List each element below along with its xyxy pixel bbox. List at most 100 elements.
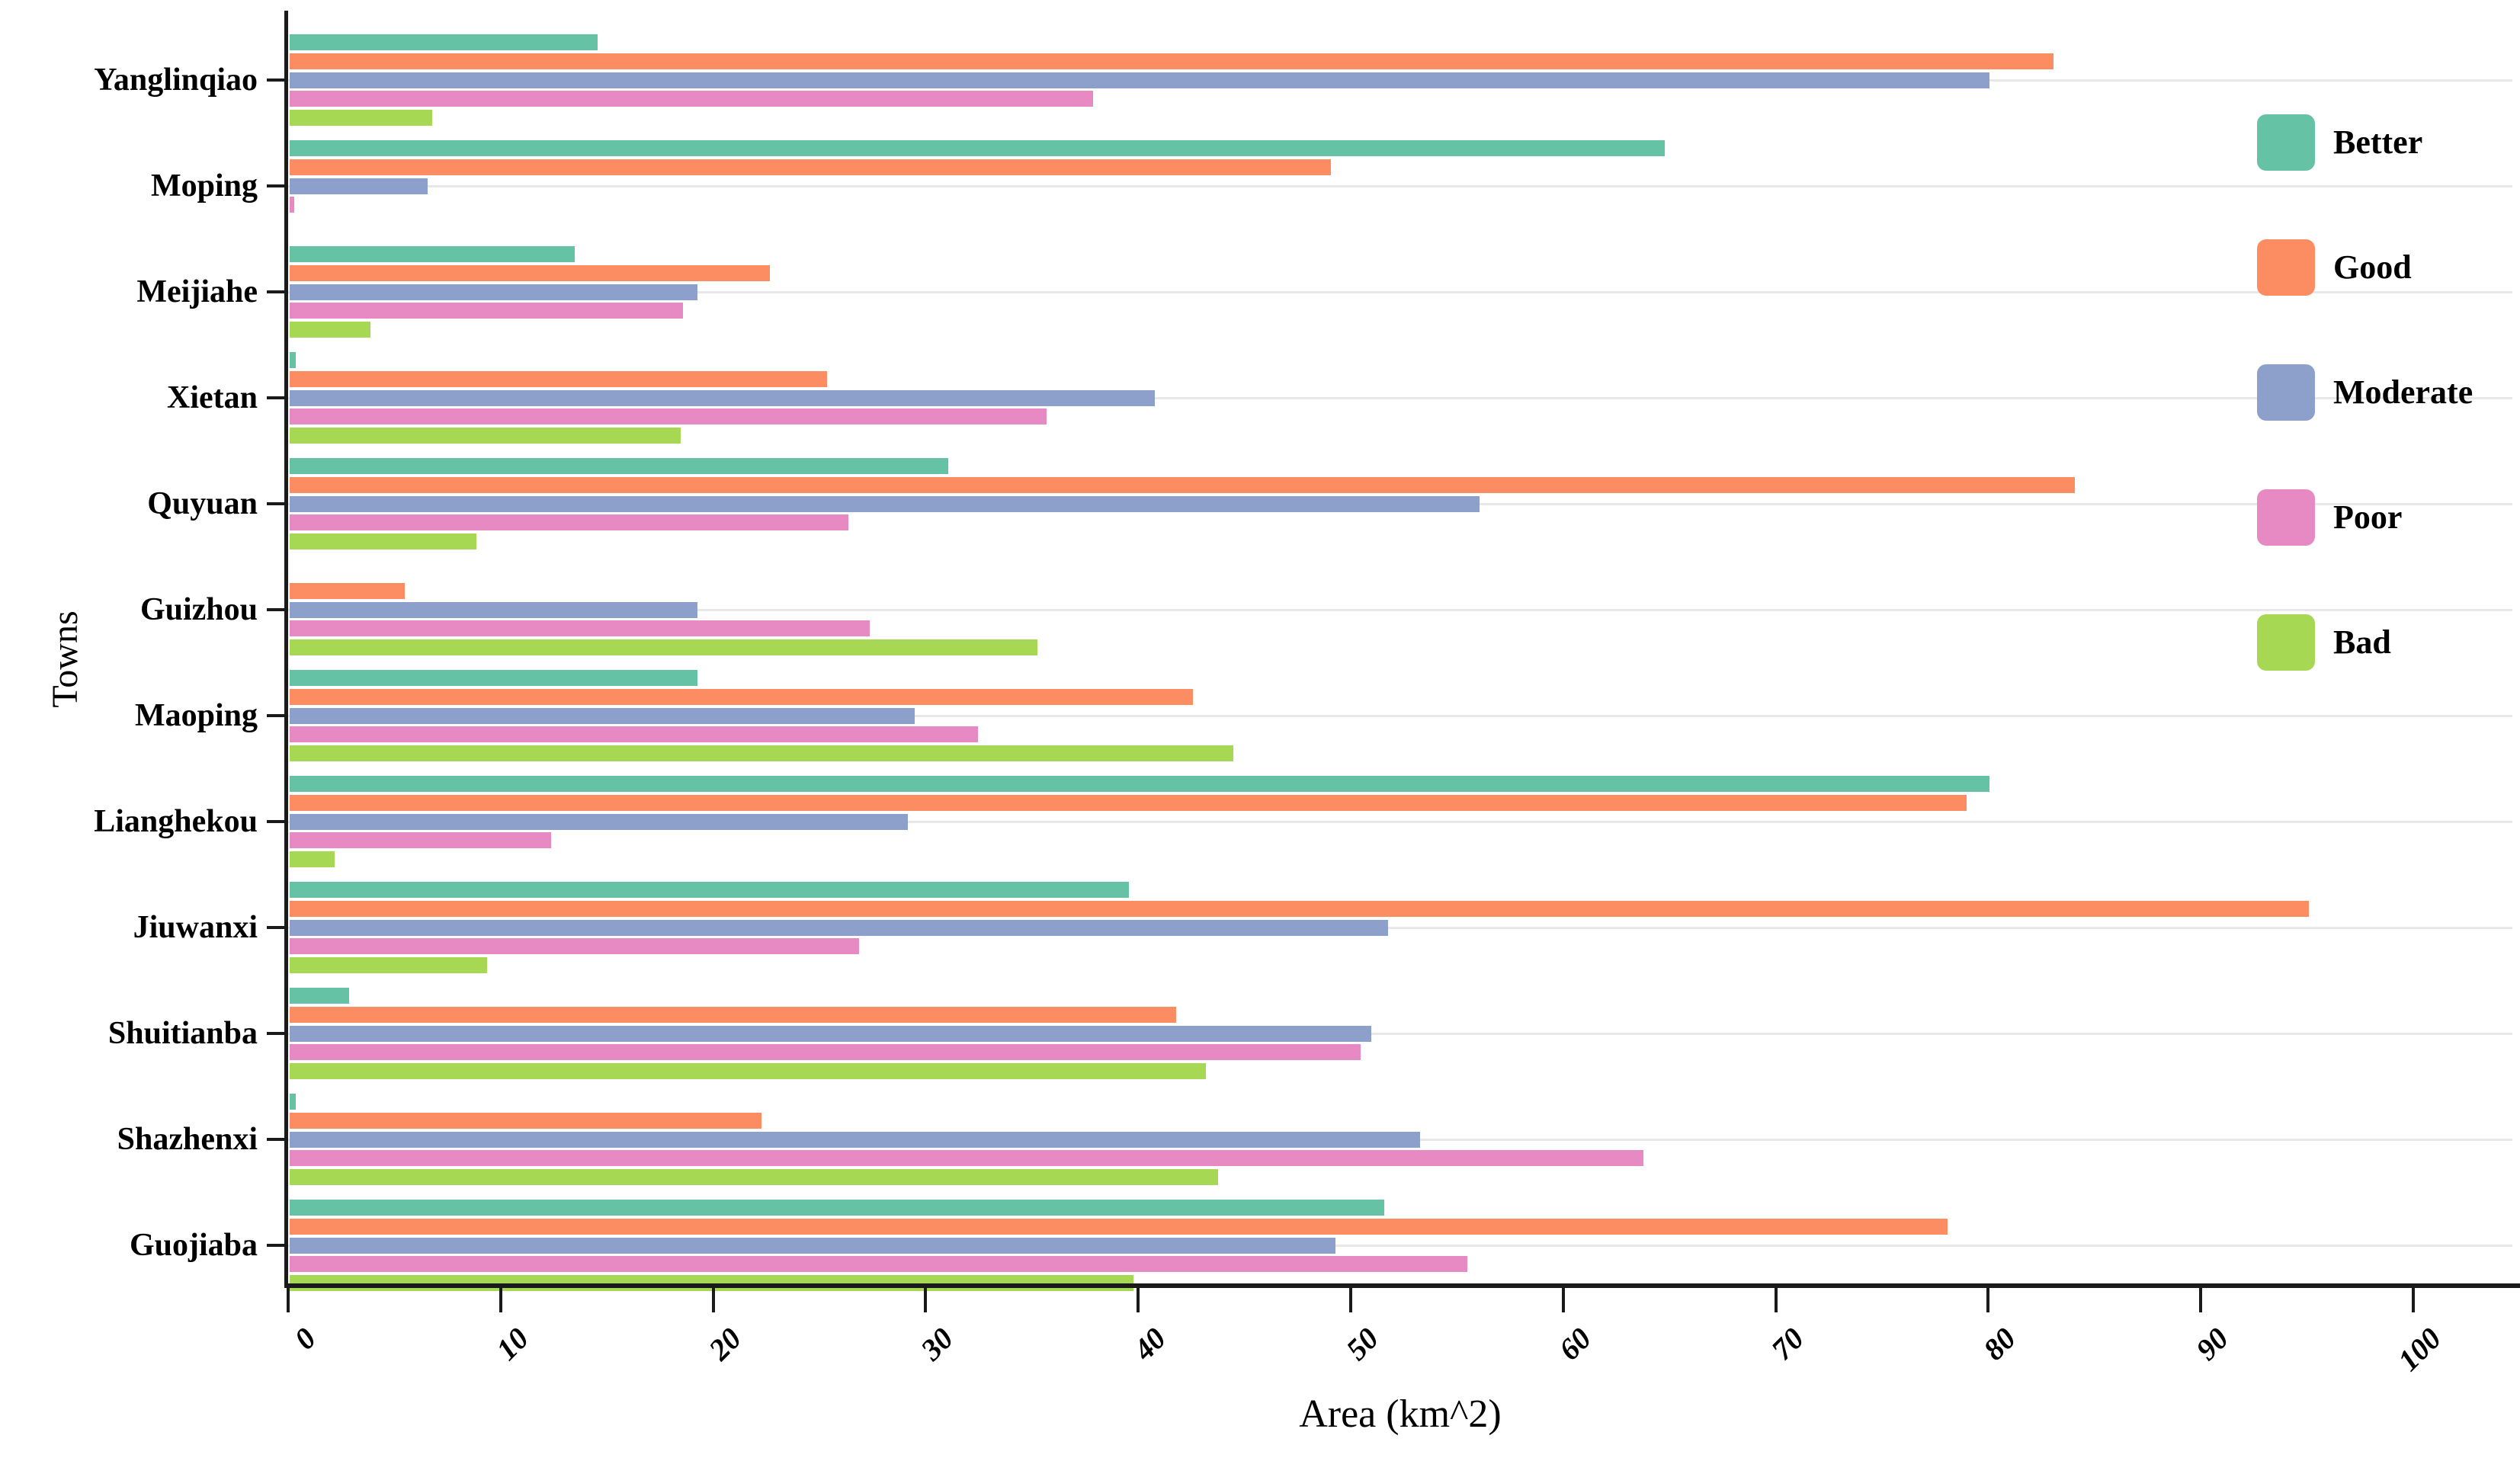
x-tick (499, 1288, 502, 1312)
x-tick (711, 1288, 715, 1312)
y-tick-label-lianghekou: Lianghekou (94, 804, 258, 839)
y-tick (267, 78, 288, 82)
gridline-moping (288, 185, 2512, 187)
y-tick (267, 926, 288, 929)
y-tick-label-guizhou: Guizhou (139, 592, 258, 627)
bar-jiuwanxi-moderate (290, 919, 1389, 936)
bar-quyuan-better (290, 458, 949, 475)
x-tick (1349, 1288, 1352, 1312)
bar-shazhenxi-better (290, 1094, 297, 1110)
y-tick (267, 396, 288, 399)
x-tick (2412, 1288, 2415, 1312)
gridline-shuitianba (288, 1033, 2512, 1035)
bar-quyuan-poor (290, 514, 849, 531)
bar-moping-moderate (290, 178, 428, 194)
bar-jiuwanxi-better (290, 882, 1130, 899)
bar-yanglinqiao-better (290, 34, 598, 51)
x-tick-label: 20 (701, 1321, 748, 1367)
bar-guojiaba-poor (290, 1256, 1467, 1273)
legend-swatch-bad (2257, 614, 2315, 671)
bar-meijiahe-moderate (290, 284, 698, 300)
bar-meijiahe-bad (290, 321, 370, 338)
bar-yanglinqiao-moderate (290, 72, 1990, 88)
x-tick (287, 1288, 290, 1312)
x-axis-spine (284, 1283, 2520, 1288)
y-tick-label-yanglinqiao: Yanglinqiao (94, 62, 258, 98)
x-tick (924, 1288, 928, 1312)
bar-yanglinqiao-good (290, 53, 2054, 69)
legend-swatch-better (2257, 114, 2315, 171)
y-tick-label-quyuan: Quyuan (147, 486, 258, 521)
bar-meijiahe-better (290, 246, 575, 263)
bar-quyuan-bad (290, 533, 477, 549)
y-tick (267, 1138, 288, 1141)
legend-label-poor: Poor (2333, 498, 2403, 536)
x-tick (1986, 1288, 1990, 1312)
gridline-jiuwanxi (288, 927, 2512, 929)
legend-swatch-poor (2257, 489, 2315, 546)
x-tick (1561, 1288, 1565, 1312)
x-tick-label: 100 (2390, 1321, 2448, 1378)
y-tick-label-xietan: Xietan (167, 380, 258, 415)
gridline-lianghekou (288, 821, 2512, 823)
y-tick (267, 184, 288, 187)
bar-quyuan-moderate (290, 495, 1480, 512)
bar-shuitianba-better (290, 988, 350, 1004)
x-tick-label: 0 (287, 1321, 323, 1357)
y-tick (267, 820, 288, 823)
gridline-meijiahe (288, 291, 2512, 293)
bar-xietan-bad (290, 427, 681, 444)
legend-label-better: Better (2333, 123, 2423, 161)
bar-shazhenxi-good (290, 1112, 761, 1129)
x-tick-label: 80 (1977, 1321, 2023, 1367)
x-tick-label: 30 (914, 1321, 960, 1367)
bar-shazhenxi-bad (290, 1168, 1219, 1185)
legend-label-bad: Bad (2333, 623, 2391, 661)
bar-guizhou-moderate (290, 601, 698, 618)
bar-shuitianba-good (290, 1006, 1176, 1023)
bar-lianghekou-bad (290, 851, 335, 867)
gridline-guizhou (288, 609, 2512, 611)
bar-lianghekou-good (290, 794, 1967, 811)
bar-moping-better (290, 140, 1665, 157)
bar-moping-good (290, 159, 1332, 175)
y-tick-label-moping: Moping (150, 168, 258, 203)
x-tick (1774, 1288, 1778, 1312)
y-tick (267, 714, 288, 717)
y-axis-title: Towns (45, 610, 85, 708)
legend-label-good: Good (2333, 248, 2412, 286)
legend-label-moderate: Moderate (2333, 373, 2474, 411)
legend-swatch-good (2257, 239, 2315, 296)
bar-guojiaba-good (290, 1218, 1948, 1235)
y-tick (267, 1244, 288, 1247)
bar-jiuwanxi-poor (290, 938, 860, 955)
y-axis-spine (284, 11, 288, 1288)
bar-maoping-good (290, 688, 1193, 705)
bar-maoping-bad (290, 745, 1233, 761)
gridline-maoping (288, 715, 2512, 717)
bar-guizhou-poor (290, 620, 870, 637)
x-tick (2199, 1288, 2203, 1312)
x-tick-label: 10 (489, 1321, 535, 1367)
y-tick (267, 290, 288, 293)
bar-guojiaba-moderate (290, 1237, 1335, 1254)
bar-xietan-moderate (290, 389, 1155, 406)
bar-meijiahe-good (290, 264, 771, 281)
bar-maoping-better (290, 670, 698, 687)
bar-guojiaba-better (290, 1200, 1384, 1216)
y-tick (267, 608, 288, 611)
y-tick-label-meijiahe: Meijiahe (136, 274, 258, 309)
bar-moping-poor (290, 197, 294, 213)
bar-maoping-poor (290, 726, 979, 743)
y-tick-label-guojiaba: Guojiaba (129, 1228, 258, 1263)
y-tick (267, 1032, 288, 1035)
y-tick-label-maoping: Maoping (134, 698, 258, 733)
x-tick (1137, 1288, 1140, 1312)
bar-jiuwanxi-good (290, 900, 2309, 917)
bar-jiuwanxi-bad (290, 956, 488, 973)
bar-quyuan-good (290, 476, 2075, 493)
gridline-guojiaba (288, 1245, 2512, 1247)
bar-lianghekou-better (290, 776, 1990, 793)
